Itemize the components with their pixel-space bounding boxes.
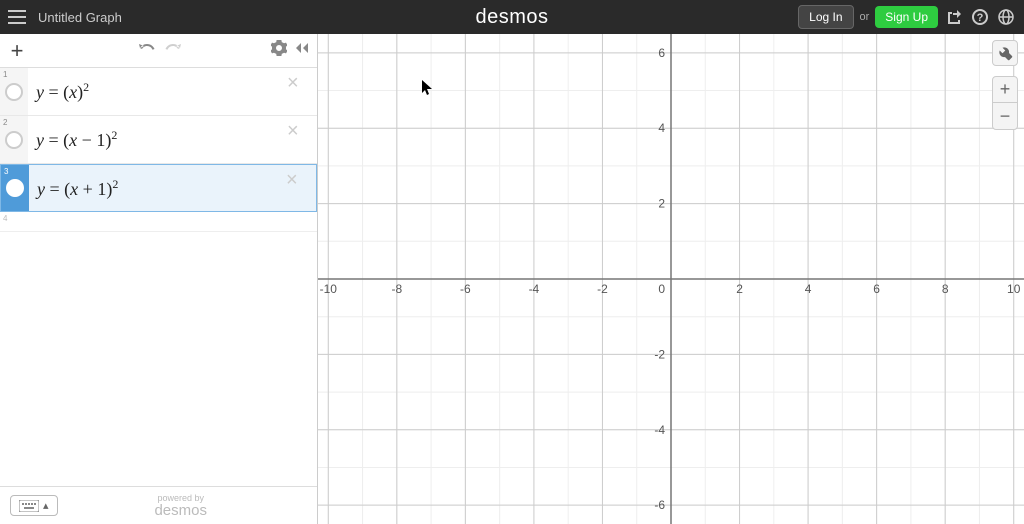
svg-text:2: 2 xyxy=(658,197,665,211)
color-toggle-icon[interactable] xyxy=(6,179,24,197)
sidebar-footer: ▴ powered by desmos xyxy=(0,486,317,524)
expression-tab[interactable]: 2 xyxy=(0,116,28,163)
svg-text:-8: -8 xyxy=(391,282,402,296)
zoom-out-button[interactable]: − xyxy=(993,103,1017,129)
or-text: or xyxy=(860,11,870,23)
svg-text:2: 2 xyxy=(736,282,743,296)
app-header: Untitled Graph desmos Log In or Sign Up … xyxy=(0,0,1024,34)
color-toggle-icon[interactable] xyxy=(5,83,23,101)
undo-button[interactable] xyxy=(138,41,156,60)
expression-index: 3 xyxy=(4,167,8,176)
svg-text:8: 8 xyxy=(942,282,949,296)
expression-input[interactable]: y = (x)2 xyxy=(28,70,317,113)
svg-text:6: 6 xyxy=(658,46,665,60)
language-icon[interactable] xyxy=(996,7,1016,27)
svg-text:0: 0 xyxy=(658,282,665,296)
delete-expression-icon[interactable]: × xyxy=(287,72,311,95)
svg-text:-2: -2 xyxy=(597,282,608,296)
expression-row[interactable]: 2 y = (x − 1)2 × xyxy=(0,116,317,164)
graph-title[interactable]: Untitled Graph xyxy=(38,10,122,25)
signup-button[interactable]: Sign Up xyxy=(875,6,938,28)
svg-text:-6: -6 xyxy=(460,282,471,296)
keyboard-button[interactable]: ▴ xyxy=(10,495,58,516)
expression-row[interactable]: 1 y = (x)2 × xyxy=(0,68,317,116)
expression-tab[interactable]: 1 xyxy=(0,68,28,115)
sidebar-toolbar: + xyxy=(0,34,317,68)
svg-text:-4: -4 xyxy=(654,423,665,437)
zoom-in-button[interactable]: + xyxy=(993,77,1017,103)
login-button[interactable]: Log In xyxy=(798,5,853,29)
svg-text:-10: -10 xyxy=(320,282,338,296)
svg-text:-2: -2 xyxy=(654,347,665,361)
graph-grid: -10 -8 -6 -4 -2 0 2 4 6 8 10 -6 -4 -2 2 4 6 xyxy=(318,34,1024,524)
help-icon[interactable]: ? xyxy=(970,7,990,27)
expression-list: 1 y = (x)2 × 2 y = (x − 1)2 × 3 y = (x +… xyxy=(0,68,317,486)
add-expression-button[interactable]: + xyxy=(6,40,28,62)
expression-index: 2 xyxy=(3,118,7,127)
expression-tab[interactable]: 3 xyxy=(1,165,29,211)
main-area: + 1 y = (x)2 × 2 y = (x − 1)2 × xyxy=(0,34,1024,524)
brand-logo: desmos xyxy=(475,6,548,29)
expression-sidebar: + 1 y = (x)2 × 2 y = (x − 1)2 × xyxy=(0,34,318,524)
expression-input[interactable]: y = (x − 1)2 xyxy=(28,118,317,161)
menu-button[interactable] xyxy=(0,0,34,34)
share-icon[interactable] xyxy=(944,7,964,27)
svg-text:6: 6 xyxy=(873,282,880,296)
color-toggle-icon[interactable] xyxy=(5,131,23,149)
redo-button[interactable] xyxy=(164,41,182,60)
graph-area[interactable]: -10 -8 -6 -4 -2 0 2 4 6 8 10 -6 -4 -2 2 4 6 + − xyxy=(318,34,1024,524)
settings-icon[interactable] xyxy=(271,40,287,61)
graph-settings-icon[interactable] xyxy=(992,40,1018,66)
expression-input[interactable]: y = (x + 1)2 xyxy=(29,167,316,210)
svg-text:4: 4 xyxy=(805,282,812,296)
collapse-sidebar-icon[interactable] xyxy=(293,41,311,60)
powered-by: powered by desmos xyxy=(154,494,207,518)
svg-text:?: ? xyxy=(977,12,984,24)
expression-row[interactable]: 3 y = (x + 1)2 × xyxy=(0,164,317,212)
expression-index: 1 xyxy=(3,70,7,79)
svg-text:-6: -6 xyxy=(654,498,665,512)
svg-text:10: 10 xyxy=(1007,282,1021,296)
svg-text:4: 4 xyxy=(658,121,665,135)
delete-expression-icon[interactable]: × xyxy=(286,169,310,192)
svg-text:-4: -4 xyxy=(529,282,540,296)
empty-expression-row[interactable]: 4 xyxy=(0,212,317,232)
zoom-controls: + − xyxy=(992,76,1018,130)
header-right: Log In or Sign Up ? xyxy=(798,5,1024,29)
delete-expression-icon[interactable]: × xyxy=(287,120,311,143)
